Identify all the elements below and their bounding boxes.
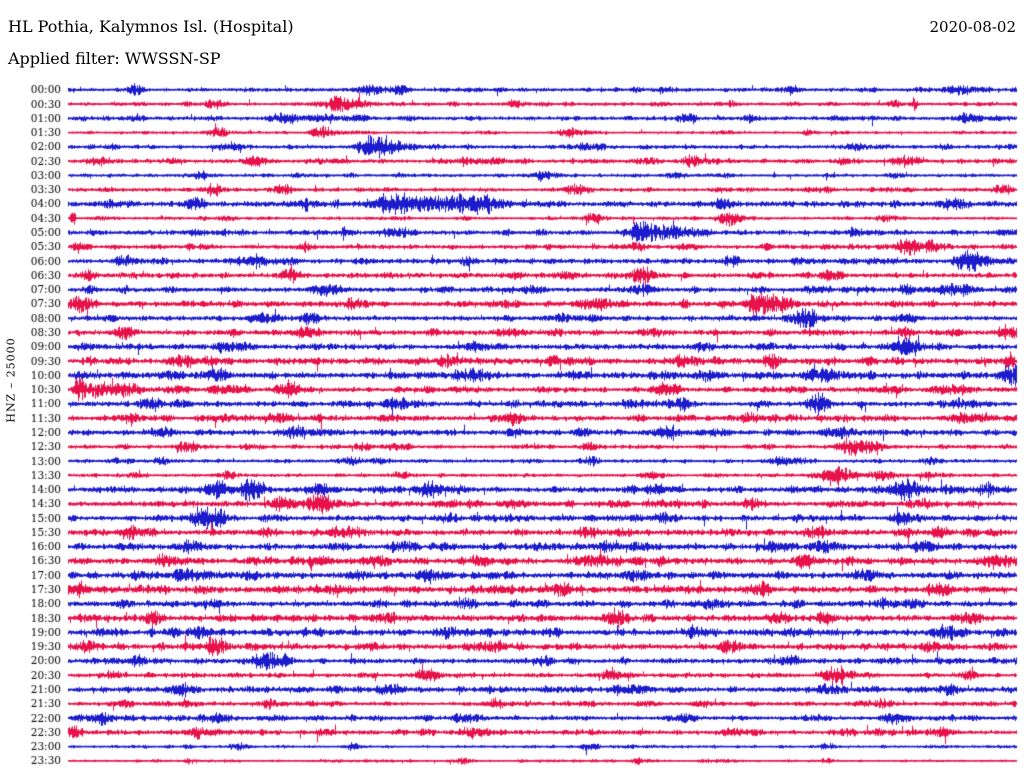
channel-scale-label: HNZ – 25000: [4, 337, 18, 423]
